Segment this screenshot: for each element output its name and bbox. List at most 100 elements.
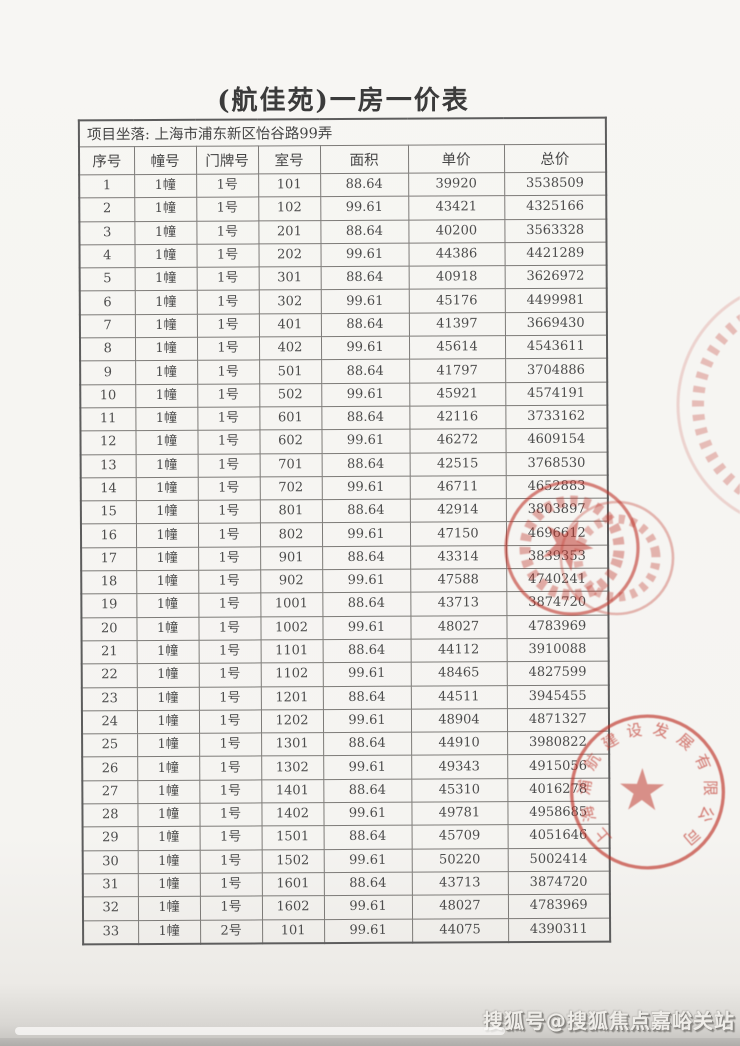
- table-cell: 1幢: [134, 267, 197, 292]
- table-cell: 4827599: [506, 661, 609, 686]
- table-row: 11 1幢 1号 601 88.64 42116 3733162: [80, 405, 608, 432]
- table-cell: 99.61: [320, 336, 410, 360]
- table-cell: 1幢: [135, 430, 198, 455]
- table-cell: 1号: [199, 849, 262, 874]
- sohu-watermark: 搜狐号@搜狐焦点嘉峪关站: [483, 1009, 735, 1033]
- table-cell: 801: [259, 499, 322, 524]
- table-cell: 42515: [409, 452, 506, 477]
- table-cell: 1幢: [136, 640, 199, 664]
- table-cell: 1002: [260, 616, 323, 640]
- table-cell: 88.64: [321, 499, 410, 524]
- table-cell: 1401: [261, 779, 324, 803]
- table-cell: 902: [260, 569, 323, 594]
- table-cell: 44112: [410, 638, 507, 663]
- table-row: 13 1幢 1号 701 88.64 42515 3768530: [80, 451, 608, 478]
- table-cell: 42914: [409, 498, 506, 523]
- table-cell: 1601: [261, 872, 324, 897]
- table-cell: 1幢: [136, 710, 200, 734]
- table-cell: 1幢: [137, 756, 200, 781]
- table-row: 17 1幢 1号 901 88.64 43314 3839353: [81, 544, 609, 571]
- table-cell: 1幢: [136, 547, 199, 571]
- table-cell: 4499981: [504, 288, 607, 313]
- table-cell: 1号: [197, 523, 261, 548]
- column-header: 总价: [503, 144, 607, 173]
- table-cell: 99.61: [321, 522, 411, 547]
- table-cell: 1号: [197, 500, 260, 524]
- table-cell: 42116: [409, 405, 506, 430]
- table-cell: 1幢: [136, 663, 199, 688]
- table-cell: 1号: [198, 639, 261, 664]
- table-row: 7 1幢 1号 401 88.64 41397 3669430: [79, 311, 608, 338]
- star-icon: [620, 768, 665, 811]
- table-cell: 1幢: [138, 919, 201, 944]
- table-cell: 4609154: [505, 428, 608, 453]
- table-cell: 1号: [196, 173, 259, 198]
- table-cell: 102: [258, 196, 321, 221]
- table-row: 30 1幢 1号 1502 99.61 50220 5002414: [82, 847, 610, 874]
- table-cell: 1302: [261, 756, 324, 780]
- table-cell: 99.61: [321, 429, 410, 454]
- table-cell: 43713: [411, 871, 508, 896]
- table-cell: 29: [82, 826, 138, 851]
- table-cell: 1501: [261, 825, 324, 850]
- table-cell: 4051646: [507, 824, 610, 849]
- table-cell: 48904: [410, 708, 508, 733]
- table-cell: 6: [79, 291, 135, 315]
- table-cell: 88.64: [323, 872, 412, 896]
- table-cell: 1幢: [135, 360, 198, 385]
- scan-light-streak: [15, 1027, 505, 1035]
- table-cell: 45614: [408, 335, 506, 360]
- table-row: 25 1幢 1号 1301 88.64 44910 3980822: [82, 731, 610, 758]
- table-cell: 48465: [410, 661, 507, 686]
- table-cell: 45310: [411, 778, 508, 803]
- table-cell: 39920: [408, 172, 505, 197]
- table-cell: 48027: [410, 615, 507, 640]
- table-cell: 99.61: [320, 289, 409, 314]
- table-row: 29 1幢 1号 1501 88.64 45709 4051646: [82, 824, 610, 851]
- project-location: 项目坐落: 上海市浦东新区怡谷路99弄: [78, 117, 607, 147]
- table-cell: 4783969: [506, 614, 609, 639]
- table-row: 4 1幢 1号 202 99.61 44386 4421289: [79, 242, 607, 269]
- table-cell: 88.64: [322, 639, 411, 663]
- table-cell: 11: [80, 407, 136, 432]
- table-cell: 44075: [412, 918, 509, 943]
- table-cell: 43713: [410, 591, 507, 616]
- table-cell: 4652883: [505, 474, 608, 499]
- table-cell: 99.61: [321, 476, 410, 500]
- table-cell: 701: [259, 453, 322, 477]
- table-cell: 1幢: [135, 407, 198, 431]
- table-cell: 88.64: [322, 592, 411, 617]
- table-cell: 702: [259, 476, 322, 501]
- table-cell: 40200: [408, 219, 505, 244]
- table-cell: 4783969: [507, 894, 611, 919]
- column-header: 室号: [257, 145, 321, 174]
- table-cell: 44910: [411, 731, 508, 756]
- table-cell: 4325166: [504, 195, 607, 220]
- table-cell: 3874720: [507, 871, 610, 895]
- table-cell: 46272: [409, 428, 506, 453]
- table-cell: 3704886: [505, 358, 608, 383]
- table-cell: 1幢: [136, 686, 199, 711]
- table-cell: 43314: [410, 545, 507, 570]
- table-cell: 46711: [409, 475, 506, 500]
- table-cell: 99.61: [323, 755, 412, 780]
- table-cell: 3839353: [506, 544, 609, 569]
- table-cell: 3538509: [504, 172, 607, 196]
- table-cell: 1幢: [135, 500, 198, 525]
- table-cell: 3768530: [505, 451, 608, 476]
- table-cell: 502: [259, 383, 322, 407]
- table-cell: 1幢: [134, 174, 197, 198]
- table-cell: 5002414: [507, 847, 610, 872]
- page-title: (航佳苑)一房一价表: [217, 86, 470, 116]
- table-cell: 30: [82, 850, 138, 874]
- table-cell: 88.64: [321, 359, 410, 384]
- table-cell: 88.64: [323, 825, 412, 850]
- table-cell: 17: [81, 547, 137, 571]
- table-cell: 1号: [198, 663, 261, 687]
- table-cell: 4871327: [506, 707, 610, 732]
- column-header: 门牌号: [195, 145, 259, 175]
- table-cell: 1号: [196, 313, 259, 338]
- table-cell: 49781: [411, 801, 508, 826]
- table-cell: 32: [82, 896, 139, 921]
